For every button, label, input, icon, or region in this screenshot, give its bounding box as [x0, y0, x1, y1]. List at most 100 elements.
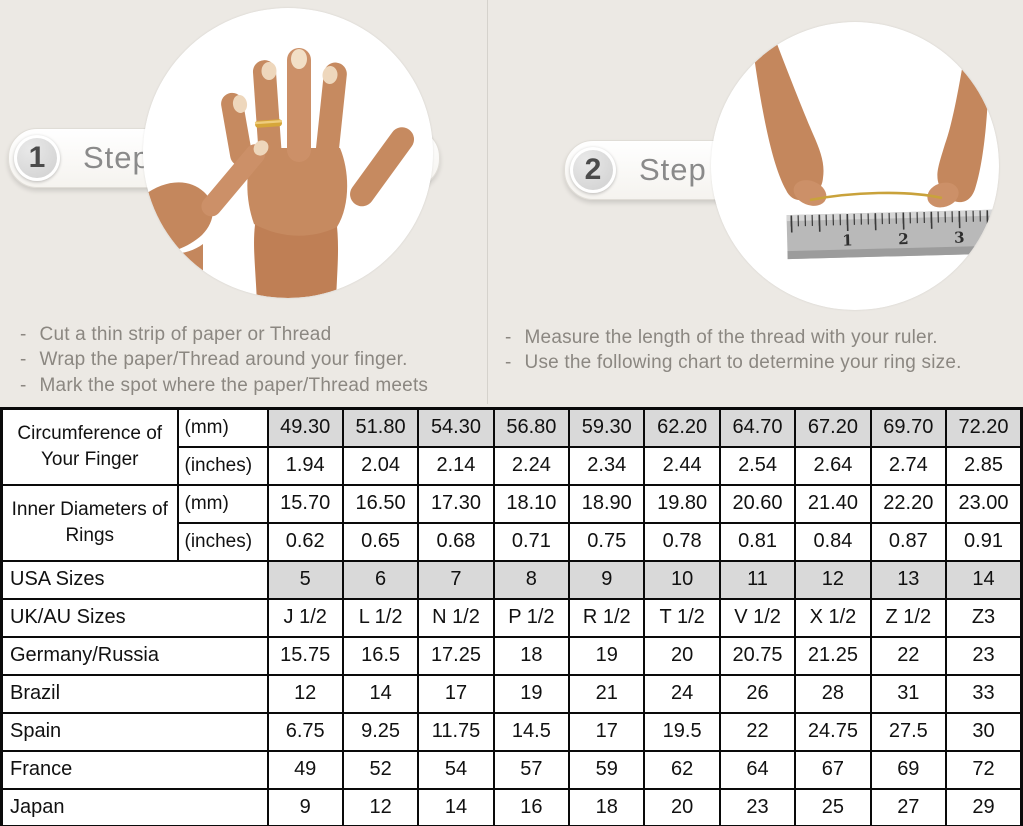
size-value-cell: 20	[643, 787, 721, 826]
size-value-cell: 22	[869, 635, 948, 676]
table-row: (inches) 0.62 0.65 0.68 0.71 0.75 0.78 0.81 0.84…	[2, 521, 1023, 562]
size-value-cell: 14	[945, 559, 1023, 600]
size-value-cell: 26	[718, 673, 797, 714]
size-value-cell: 2.04	[341, 445, 420, 486]
table-row: USA Sizes 5 6 7 8 9 10 11 12 13 14	[0, 559, 1023, 600]
row-label: UK/AU Sizes	[0, 597, 269, 638]
size-value-cell: 21.25	[794, 635, 872, 676]
size-value-cell: 27	[869, 787, 948, 826]
size-value-cell: 51.80	[341, 407, 420, 448]
table-row: Circumference of Your Finger (mm) 49.30 51.…	[0, 407, 1023, 486]
size-value-cell: 21.40	[794, 483, 872, 524]
size-value-cell: 21	[568, 673, 646, 714]
size-value-cell: 2.24	[492, 445, 571, 486]
size-value-cell: 0.91	[945, 521, 1023, 562]
size-value-cell: 19.80	[643, 483, 721, 524]
size-value-cell: 17.25	[417, 635, 495, 676]
size-value-cell: 0.65	[341, 521, 420, 562]
bullet-text: Measure the length of the thread with yo…	[524, 327, 938, 348]
size-value-cell: 20	[643, 635, 721, 676]
size-value-cell: 0.78	[643, 521, 721, 562]
size-value-cell: 33	[945, 673, 1023, 714]
row-label: Japan	[0, 787, 269, 826]
size-value-cell: X 1/2	[794, 597, 872, 638]
size-value-cell: 24.75	[794, 711, 872, 752]
size-value-cell: R 1/2	[568, 597, 646, 638]
size-value-cell: 49.30	[266, 407, 344, 448]
size-value-cell: 16.5	[341, 635, 420, 676]
size-value-cell: P 1/2	[492, 597, 571, 638]
instruction-bullet: - Cut a thin strip of paper or Thread	[20, 322, 480, 347]
ring-size-chart-body: Circumference of Your Finger (mm) 49.30 51.…	[0, 407, 1023, 826]
step-number: 1	[28, 141, 46, 174]
size-value-cell: 19.5	[643, 711, 721, 752]
size-value-cell: N 1/2	[417, 597, 495, 638]
size-value-cell: 18	[492, 635, 571, 676]
size-value-cell: 20.75	[718, 635, 797, 676]
row-label: Brazil	[0, 673, 269, 714]
bullet-dash: -	[20, 374, 27, 396]
step-label: Step	[639, 152, 707, 187]
size-value-cell: 72	[945, 749, 1023, 790]
step-2-instructions: - Measure the length of the thread with y…	[505, 325, 1020, 376]
size-value-cell: 5	[266, 559, 344, 600]
instruction-bullet: - Mark the spot where the paper/Thread me…	[20, 373, 480, 398]
size-value-cell: 11.75	[417, 711, 495, 752]
size-value-cell: 12	[266, 673, 344, 714]
size-value-cell: 0.68	[417, 521, 495, 562]
size-value-cell: 17.30	[417, 483, 495, 524]
size-value-cell: 15.70	[266, 483, 344, 524]
ruler-number: 3	[954, 228, 965, 246]
size-value-cell: 19	[568, 635, 646, 676]
size-value-cell: 56.80	[492, 407, 571, 448]
size-value-cell: Z 1/2	[869, 597, 948, 638]
size-value-cell: 2.74	[869, 445, 948, 486]
size-value-cell: 9	[266, 787, 344, 826]
size-value-cell: 49	[266, 749, 344, 790]
size-value-cell: 67	[794, 749, 872, 790]
size-value-cell: 22.20	[869, 483, 948, 524]
size-value-cell: 0.71	[492, 521, 571, 562]
step-1-instructions: - Cut a thin strip of paper or Thread - Wra…	[20, 322, 480, 398]
row-group-label: Circumference of Your Finger	[0, 407, 179, 486]
size-value-cell: 69	[869, 749, 948, 790]
step-1-number-circle: 1	[14, 135, 60, 181]
row-label: Germany/Russia	[0, 635, 269, 676]
size-value-cell: 31	[869, 673, 948, 714]
size-value-cell: 10	[643, 559, 721, 600]
size-value-cell: 0.62	[266, 521, 344, 562]
size-value-cell: 23	[945, 635, 1023, 676]
size-value-cell: 54	[417, 749, 495, 790]
size-value-cell: 14.5	[492, 711, 571, 752]
instruction-bullet: - Measure the length of the thread with y…	[505, 325, 1020, 350]
size-value-cell: 17	[417, 673, 495, 714]
size-value-cell: 69.70	[869, 407, 948, 448]
size-value-cell: 62.20	[643, 407, 721, 448]
hand-with-ring-photo	[143, 8, 433, 298]
size-value-cell: 22	[718, 711, 797, 752]
size-value-cell: 7	[417, 559, 495, 600]
size-value-cell: 52	[341, 749, 420, 790]
ruler-number: 1	[842, 231, 853, 249]
size-value-cell: 11	[718, 559, 797, 600]
row-label: France	[0, 749, 269, 790]
size-value-cell: 2.34	[568, 445, 646, 486]
size-value-cell: 18.10	[492, 483, 571, 524]
table-row: UK/AU Sizes J 1/2 L 1/2 N 1/2 P 1/2 R 1/2 T 1/…	[0, 597, 1023, 638]
step-2-panel: 2 Step	[488, 0, 1023, 407]
measuring-thread-with-ruler-photo: 1 2 3	[711, 22, 999, 310]
size-value-cell: 19	[492, 673, 571, 714]
bullet-text: Cut a thin strip of paper or Thread	[39, 324, 332, 345]
step-1-panel: 1 Step	[0, 0, 487, 407]
bullet-dash: -	[20, 349, 27, 371]
size-value-cell: 14	[417, 787, 495, 826]
bullet-dash: -	[505, 352, 512, 374]
size-value-cell: 16	[492, 787, 571, 826]
step-2-number-circle: 2	[570, 147, 616, 193]
table-row: Germany/Russia 15.75 16.5 17.25 18 19 20 20.75 2…	[0, 635, 1023, 676]
size-value-cell: 12	[794, 559, 872, 600]
size-value-cell: 2.54	[718, 445, 797, 486]
size-value-cell: Z3	[945, 597, 1023, 638]
bullet-text: Use the following chart to determine you…	[524, 352, 962, 374]
